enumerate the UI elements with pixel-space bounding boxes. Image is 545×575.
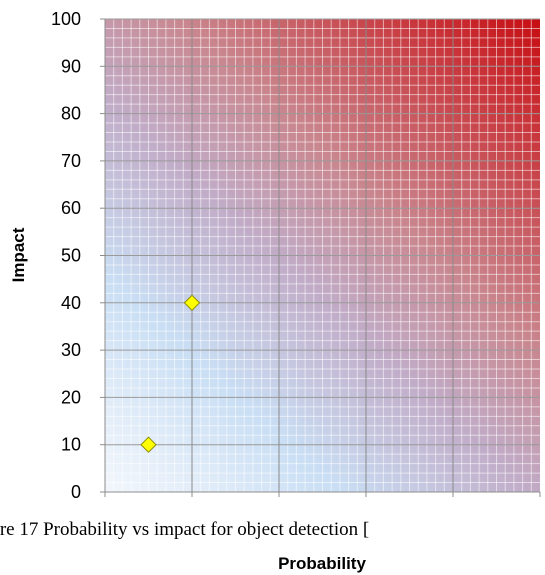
y-tick-label: 30 [61, 340, 81, 360]
x-axis-title: Probability [278, 554, 366, 573]
figure-caption-container: Figure 17 Probability vs impact for obje… [0, 519, 545, 541]
data-point-diamond [140, 436, 157, 453]
x-tick-marks [104, 492, 541, 497]
y-tick-label: 80 [61, 104, 81, 124]
y-tick-label: 50 [61, 246, 81, 266]
y-tick-label: 20 [61, 387, 81, 407]
y-tick-label: 40 [61, 293, 81, 313]
data-point-diamond [183, 294, 201, 312]
data-points [140, 294, 201, 453]
y-tick-label: 60 [61, 198, 81, 218]
y-tick-label: 100 [51, 9, 81, 29]
y-tick-labels: 0 10 20 30 40 50 60 70 80 90 100 [51, 9, 105, 502]
y-tick-label: 90 [61, 56, 81, 76]
y-tick-label: 70 [61, 151, 81, 171]
y-tick-label: 0 [71, 482, 81, 502]
figure-caption: Figure 17 Probability vs impact for obje… [0, 519, 370, 540]
major-grid [105, 18, 540, 492]
y-axis-title: Impact [9, 227, 28, 282]
y-tick-label: 10 [61, 435, 81, 455]
